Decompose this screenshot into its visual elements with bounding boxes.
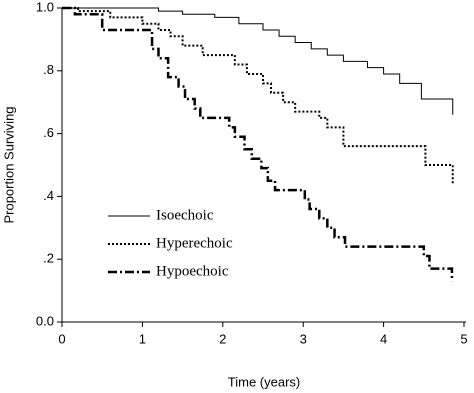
y-axis-label: Proportion Surviving xyxy=(1,106,16,223)
y-tick-label: .6 xyxy=(43,125,54,140)
survival-curve xyxy=(62,6,454,282)
legend-label: Hyperechoic xyxy=(156,235,233,251)
y-tick-label: 1.0 xyxy=(36,0,54,14)
y-tick-label: .2 xyxy=(43,251,54,266)
survival-curve xyxy=(62,7,454,115)
x-axis-label: Time (years) xyxy=(228,374,300,389)
survival-curve xyxy=(62,7,454,184)
legend-label: Hypoechoic xyxy=(156,263,229,279)
y-tick-label: .4 xyxy=(43,188,54,203)
y-tick-label: 0.0 xyxy=(36,313,54,328)
y-tick-label: .8 xyxy=(43,62,54,77)
x-tick-label: 4 xyxy=(380,331,387,346)
x-tick-label: 5 xyxy=(460,331,467,346)
x-tick-label: 0 xyxy=(58,331,65,346)
x-tick-label: 1 xyxy=(139,331,146,346)
x-tick-label: 2 xyxy=(219,331,226,346)
legend-label: Isoechoic xyxy=(156,207,214,223)
x-tick-label: 3 xyxy=(300,331,307,346)
